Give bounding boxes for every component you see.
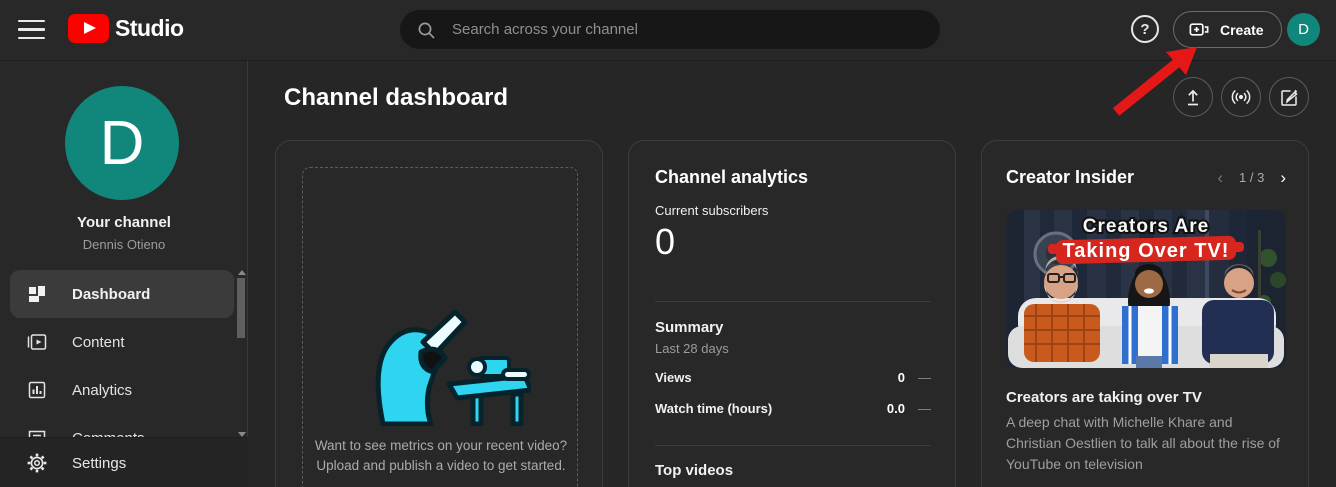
- upload-video-button[interactable]: [1173, 77, 1213, 117]
- metric-row-watch-time: Watch time (hours) 0.0 —: [655, 401, 931, 416]
- metric-row-views: Views 0 —: [655, 370, 931, 385]
- analytics-icon: [26, 379, 48, 401]
- gear-icon: [26, 452, 48, 474]
- scrollbar-down-arrow[interactable]: [238, 432, 246, 437]
- creator-insider-title: Creator Insider: [1006, 167, 1135, 187]
- topbar: Studio ? Create D: [0, 0, 1336, 60]
- edit-pencil-icon: [1281, 89, 1298, 106]
- live-broadcast-icon: [1231, 90, 1251, 104]
- sidebar-item-comments[interactable]: Comments: [10, 414, 234, 437]
- create-button[interactable]: Create: [1173, 11, 1282, 48]
- upload-icon: [1188, 89, 1198, 106]
- top-videos-title: Top videos: [655, 462, 734, 479]
- chevron-right-icon[interactable]: ›: [1280, 168, 1286, 187]
- scrollbar-up-arrow[interactable]: [238, 270, 246, 275]
- analytics-card-title: Channel analytics: [655, 167, 809, 187]
- comments-icon: [26, 427, 48, 437]
- current-subscribers-label: Current subscribers: [655, 203, 769, 218]
- video-placeholder-dropzone[interactable]: Want to see metrics on your recent video…: [302, 167, 578, 487]
- creator-insider-header: Creator Insider ‹ 1 / 3 ›: [1006, 167, 1286, 188]
- chevron-left-icon[interactable]: ‹: [1217, 168, 1224, 187]
- pagination-counter: 1 / 3: [1239, 170, 1265, 185]
- edit-button[interactable]: [1269, 77, 1309, 117]
- channel-analytics-card: Channel analytics Current subscribers 0 …: [628, 140, 956, 487]
- search-bar[interactable]: [400, 10, 940, 49]
- hamburger-menu-icon[interactable]: [18, 20, 45, 39]
- insider-video-description: A deep chat with Michelle Khare and Chri…: [1006, 414, 1280, 472]
- divider: [655, 445, 931, 446]
- creator-insider-card: Creator Insider ‹ 1 / 3 ›: [981, 140, 1309, 487]
- watch-time-value: 0.0: [886, 401, 905, 416]
- thumbnail-headline-2: Taking Over TV!: [1063, 240, 1230, 262]
- sidebar: D Your channel Dennis Otieno Dashboard: [0, 60, 248, 487]
- go-live-button[interactable]: [1221, 77, 1261, 117]
- sidebar-footer: Settings: [0, 437, 248, 487]
- current-subscribers-value: 0: [655, 221, 676, 262]
- account-avatar[interactable]: D: [1287, 13, 1320, 46]
- views-trend-dash: —: [918, 370, 931, 385]
- video-camera-plus-icon: [1189, 23, 1209, 36]
- metrics-illustration: [375, 309, 531, 426]
- page-title: Channel dashboard: [284, 84, 509, 111]
- youtube-play-icon: [68, 14, 109, 43]
- summary-title: Summary: [655, 319, 724, 336]
- dashboard-icon: [26, 283, 48, 305]
- create-button-label: Create: [1220, 21, 1264, 38]
- question-mark-icon: ?: [1140, 20, 1150, 38]
- video-thumbnail[interactable]: Creators Are Taking Over TV!: [1006, 210, 1286, 368]
- search-icon: [418, 22, 435, 39]
- summary-period: Last 28 days: [655, 341, 729, 356]
- top-videos-period: Last 48 hours · Views: [655, 485, 780, 487]
- carousel-pager: ‹ 1 / 3 ›: [1217, 169, 1286, 186]
- channel-title: Your channel: [77, 214, 171, 231]
- studio-logo-text: Studio: [115, 15, 184, 41]
- views-label: Views: [655, 370, 692, 385]
- upload-prompt-line2: Upload and publish a video to get starte…: [316, 458, 566, 473]
- sidebar-item-dashboard[interactable]: Dashboard: [10, 270, 234, 318]
- sidebar-scrollbar[interactable]: [236, 270, 246, 437]
- upload-prompt-line1: Want to see metrics on your recent video…: [314, 438, 568, 453]
- sidebar-item-settings[interactable]: Settings: [0, 438, 248, 487]
- thumbnail-headline-1: Creators Are: [1083, 216, 1209, 237]
- search-input[interactable]: [452, 21, 926, 38]
- insider-video-title[interactable]: Creators are taking over TV: [1006, 389, 1202, 406]
- main-content: Channel dashboard: [249, 60, 1336, 487]
- views-value: 0: [897, 370, 905, 385]
- sidebar-item-content[interactable]: Content: [10, 318, 234, 366]
- sidebar-item-analytics[interactable]: Analytics: [10, 366, 234, 414]
- scrollbar-thumb[interactable]: [237, 278, 245, 338]
- channel-owner-name: Dennis Otieno: [82, 237, 166, 252]
- content-icon: [26, 331, 48, 353]
- watch-time-label: Watch time (hours): [655, 401, 773, 416]
- youtube-studio-logo[interactable]: Studio: [68, 14, 184, 43]
- upload-prompt-card: Want to see metrics on your recent video…: [275, 140, 603, 487]
- channel-avatar[interactable]: D: [65, 86, 179, 200]
- divider: [655, 301, 931, 302]
- sidebar-nav: Dashboard Content: [0, 270, 240, 437]
- watch-time-trend-dash: —: [918, 401, 931, 416]
- help-button[interactable]: ?: [1131, 15, 1159, 43]
